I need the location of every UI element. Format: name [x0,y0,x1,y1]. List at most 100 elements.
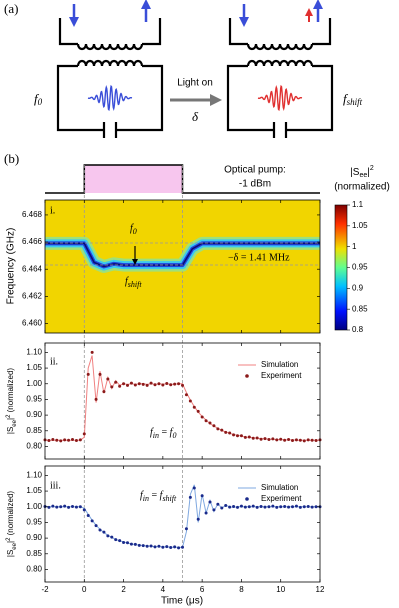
data-point [298,505,302,509]
data-point [208,500,212,504]
data-point [255,436,259,440]
data-point [161,383,165,387]
subscript: ee [359,172,367,179]
data-point [239,434,243,438]
arrow-label: Light on [177,78,213,89]
y-tick-label: 0.95 [26,518,42,527]
data-point [275,505,279,509]
subscript: in [153,431,159,440]
data-point [114,380,118,384]
colorbar-tick-label: 0.85 [352,304,368,313]
data-point [306,504,310,508]
y-axis-label: Frequency (GHz) [6,228,17,305]
legend-label: Experiment [261,371,302,380]
y-tick-label: 1.10 [26,471,42,480]
y-tick-label: 0.95 [26,395,42,404]
x-tick-label: 0 [82,585,87,594]
data-point [184,393,188,397]
data-point [106,534,110,538]
data-point [294,504,298,508]
data-point [133,542,137,546]
data-point [247,505,251,509]
data-point [114,538,118,542]
y-tick-label: 6.460 [22,319,43,328]
data-point [255,505,259,509]
data-point [137,543,141,547]
data-point [102,530,106,534]
y-tick-label: 0.80 [26,565,42,574]
legend-label: Simulation [261,483,298,492]
left-frequency: f0 [34,91,43,107]
right-frequency: fshift [343,91,363,107]
data-point [291,505,294,509]
data-point [47,439,51,443]
y-tick-label: 1.05 [26,486,42,495]
data-point [55,438,59,442]
data-point [133,383,137,387]
data-point [192,405,196,409]
y-tick-label: 6.466 [22,237,43,246]
data-point [67,505,71,509]
symbol: f [170,427,174,438]
data-point [71,438,74,442]
data-point [216,427,220,431]
data-point [169,383,173,387]
annotation: fshift [125,276,142,289]
data-point [196,517,200,521]
y-tick-label: 6.468 [22,210,43,219]
data-point [259,437,263,441]
data-point [271,437,275,441]
y-tick-label: 1.05 [26,363,42,372]
symbol: f [125,276,129,287]
data-point [149,381,153,385]
colorbar-title: |See|2 [350,165,374,179]
text: (normalized) [6,368,15,415]
symbol: f [130,223,134,234]
data-point [51,438,55,442]
data-point [243,435,247,439]
y-tick-label: 1.00 [26,379,42,388]
subscript: shift [347,97,363,107]
data-point [208,421,212,425]
text: |S [6,427,15,434]
data-point [149,544,153,548]
data-point [90,350,94,354]
colorbar-tick-label: 0.9 [352,283,364,292]
data-point [279,437,283,441]
x-axis-label: Time (μs) [161,596,203,607]
superscript: 2 [6,537,12,541]
data-point [298,438,302,442]
data-point [310,505,314,509]
subscript: ee [12,542,18,549]
pump-label: Optical pump: [224,165,286,176]
data-point [78,438,82,442]
x-tick-label: 6 [200,585,205,594]
symbol: f [150,427,154,438]
data-point [283,504,287,508]
text: | [6,541,15,543]
data-point [236,505,239,509]
pump-window [84,165,183,193]
colorbar-tick-label: 1.05 [352,221,368,230]
data-point [275,438,279,442]
y-tick-label: 6.464 [22,264,43,273]
data-point [232,433,236,437]
data-point [86,372,90,376]
annotation: f0 [130,223,137,236]
data-point [122,540,126,544]
data-point [82,432,86,436]
data-point [220,506,224,510]
data-point [98,528,102,532]
data-point [243,505,247,509]
data-point [173,545,177,549]
data-point [181,545,184,549]
data-point [291,439,294,443]
subscript: shift [162,494,177,503]
y-axis-label: |See|2 (normalized) [6,491,18,558]
subscript: 0 [133,227,137,236]
colorbar-tick-label: 1.1 [352,200,364,209]
panel-label: (b) [4,151,19,166]
y-tick-label: 0.85 [26,549,42,558]
x-tick-label: 8 [239,585,244,594]
data-point [247,435,251,439]
